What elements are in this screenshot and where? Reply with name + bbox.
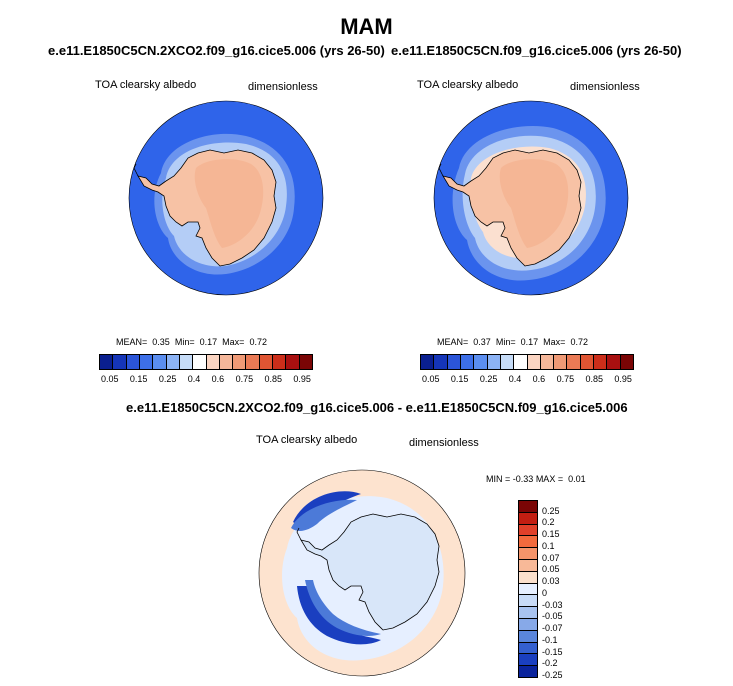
colorbar-swatch — [519, 548, 537, 560]
colorbar-swatch — [519, 666, 537, 677]
colorbar-right: 0.05 0.15 0.25 0.4 0.6 0.75 0.85 0.95 — [420, 354, 634, 384]
colorbar-tick-label: -0.25 — [542, 670, 563, 680]
map-diff — [258, 469, 466, 677]
colorbar-swatch — [447, 355, 461, 369]
panel-left-title: e.e11.E1850C5CN.2XCO2.f09_g16.cice5.006 … — [48, 43, 385, 58]
colorbar-swatch — [286, 355, 300, 369]
colorbar-swatch — [554, 355, 568, 369]
colorbar-tick-label: -0.15 — [542, 646, 563, 657]
colorbar-tick-label: 0.15 — [450, 374, 469, 384]
colorbar-swatch — [519, 595, 537, 608]
colorbar-swatch — [540, 355, 555, 369]
colorbar-swatch — [273, 355, 287, 369]
colorbar-swatch — [113, 355, 127, 369]
colorbar-swatch — [193, 355, 207, 369]
colorbar-tick-label: -0.1 — [542, 634, 558, 645]
colorbar-tick-label: 0.2 — [542, 517, 555, 528]
colorbar-tick-label: 0.95 — [614, 374, 632, 384]
colorbar-tick-label: 0.25 — [158, 374, 177, 384]
panel-left-units: dimensionless — [248, 81, 318, 93]
colorbar-swatch — [206, 355, 220, 369]
colorbar-swatch — [434, 355, 448, 369]
colorbar-tick-label: 0.05 — [422, 374, 440, 384]
map-right — [433, 100, 629, 296]
colorbar-swatch — [474, 355, 488, 369]
panel-left-var-label: TOA clearsky albedo — [95, 79, 197, 91]
diff-stats: MIN = -0.33 MAX = 0.01 — [486, 474, 586, 484]
colorbar-swatch — [519, 654, 537, 667]
colorbar-swatch — [519, 512, 537, 525]
colorbar-swatch — [519, 607, 537, 619]
colorbar-swatch — [100, 355, 114, 369]
colorbar-swatch — [487, 355, 501, 369]
colorbar-swatch — [421, 355, 435, 369]
colorbar-tick-label: 0.85 — [264, 374, 283, 384]
panel-right-units: dimensionless — [570, 81, 640, 93]
colorbar-swatch — [519, 571, 537, 584]
panel-right-var-label: TOA clearsky albedo — [417, 79, 519, 91]
colorbar-tick-label: -0.2 — [542, 658, 558, 669]
colorbar-swatch — [166, 355, 180, 369]
colorbar-tick-label: 0.25 — [542, 505, 560, 516]
diff-var-label: TOA clearsky albedo — [256, 434, 358, 446]
colorbar-tick-label: 0 — [542, 587, 548, 598]
colorbar-tick-label: 0.75 — [235, 374, 254, 384]
figure-title: MAM — [340, 14, 393, 39]
colorbar-tick-label: 0.05 — [542, 564, 560, 575]
colorbar-tick-label: 0.25 — [479, 374, 498, 384]
colorbar-diff — [518, 500, 538, 678]
colorbar-tick-label: -0.07 — [542, 623, 563, 634]
colorbar-swatch — [519, 536, 537, 549]
colorbar-swatch — [500, 355, 515, 369]
diff-panel-title: e.e11.E1850C5CN.2XCO2.f09_g16.cice5.006 … — [126, 400, 628, 415]
colorbar-swatch — [519, 559, 537, 572]
colorbar-tick-label: 0.4 — [508, 374, 522, 384]
colorbar-tick-label: 0.95 — [293, 374, 311, 384]
colorbar-swatch — [219, 355, 234, 369]
colorbar-swatch — [126, 355, 140, 369]
panel-right-title: e.e11.E1850C5CN.f09_g16.cice5.006 (yrs 2… — [391, 43, 682, 58]
diff-units: dimensionless — [409, 437, 479, 449]
colorbar-swatch — [580, 355, 595, 369]
colorbar-swatch — [567, 355, 581, 369]
colorbar-tick-label: 0.4 — [187, 374, 201, 384]
colorbar-tick-label: 0.07 — [542, 552, 560, 563]
panel-left-stats: MEAN= 0.35 Min= 0.17 Max= 0.72 — [116, 337, 267, 347]
colorbar-swatch — [246, 355, 260, 369]
colorbar-tick-label: 0.05 — [101, 374, 119, 384]
colorbar-swatch — [519, 501, 537, 513]
colorbar-swatch — [519, 630, 537, 643]
colorbar-tick-label: 0.1 — [542, 540, 555, 551]
map-left — [128, 100, 324, 296]
colorbar-tick-label: 0.15 — [129, 374, 148, 384]
colorbar-swatch — [519, 642, 537, 655]
colorbar-tick-label: -0.03 — [542, 599, 563, 610]
colorbar-tick-label: 0.85 — [585, 374, 604, 384]
colorbar-swatch — [620, 355, 633, 369]
colorbar-tick-label: 0.15 — [542, 529, 560, 540]
colorbar-tick-label: 0.6 — [532, 374, 546, 384]
colorbar-swatch — [519, 524, 537, 537]
colorbar-swatch — [460, 355, 475, 369]
colorbar-tick-label: 0.03 — [542, 576, 560, 587]
colorbar-swatch — [527, 355, 541, 369]
colorbar-swatch — [299, 355, 312, 369]
colorbar-swatch — [233, 355, 247, 369]
colorbar-swatch — [514, 355, 528, 369]
colorbar-swatch — [519, 583, 537, 596]
colorbar-swatch — [594, 355, 608, 369]
colorbar-swatch — [259, 355, 274, 369]
colorbar-swatch — [179, 355, 194, 369]
colorbar-left: 0.05 0.15 0.25 0.4 0.6 0.75 0.85 0.95 — [99, 354, 313, 384]
colorbar-swatch — [519, 618, 537, 631]
colorbar-swatch — [153, 355, 167, 369]
colorbar-swatch — [607, 355, 621, 369]
colorbar-tick-label: 0.75 — [556, 374, 575, 384]
panel-right-stats: MEAN= 0.37 Min= 0.17 Max= 0.72 — [437, 337, 588, 347]
colorbar-tick-label: -0.05 — [542, 611, 563, 622]
colorbar-swatch — [139, 355, 154, 369]
colorbar-tick-label: 0.6 — [211, 374, 225, 384]
